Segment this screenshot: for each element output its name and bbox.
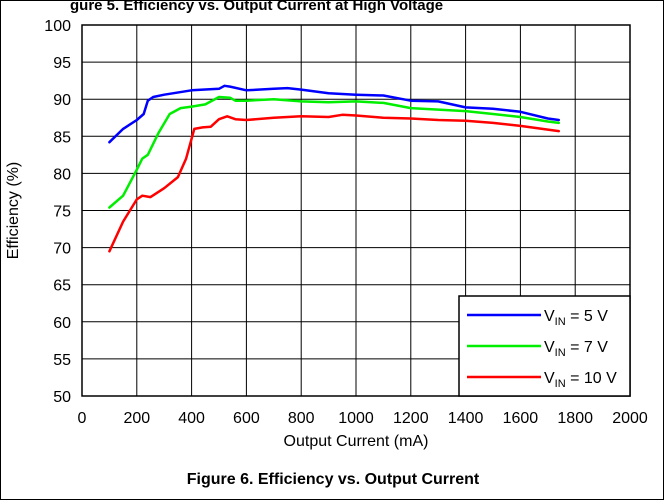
x-axis-title: Output Current (mA) [284,433,429,450]
previous-figure-caption-fragment: gure 5. Efficiency vs. Output Current at… [70,0,444,13]
series-lines [108,84,561,253]
x-tick-label: 1400 [448,410,484,427]
y-tick-label: 90 [53,92,71,109]
x-tick-label: 1600 [503,410,539,427]
y-tick-label: 80 [53,166,71,183]
y-tick-label: 95 [53,55,71,72]
x-tick-label: 2000 [612,410,648,427]
x-tick-label: 600 [233,410,260,427]
series-line [108,95,561,209]
axis-tick-labels: 0 200 400 600 800 1000 1200 1400 1600 1800 2000 50 5… [44,18,648,427]
y-tick-label: 65 [53,278,71,295]
y-tick-label: 100 [44,18,71,35]
y-tick-label: 60 [53,315,71,332]
x-tick-label: 0 [78,410,87,427]
x-tick-label: 400 [178,410,205,427]
x-tick-label: 1800 [557,410,593,427]
series-line [108,84,561,144]
y-axis-title: Efficiency (%) [5,162,22,260]
plot-area-border [81,24,631,397]
y-tick-label: 75 [53,204,71,221]
y-tick-label: 50 [53,389,71,406]
x-tick-label: 800 [288,410,315,427]
y-tick-label: 85 [53,129,71,146]
x-tick-label: 1200 [393,410,429,427]
y-tick-label: 55 [53,352,71,369]
x-tick-label: 200 [123,410,150,427]
x-tick-label: 1000 [338,410,374,427]
y-tick-label: 70 [53,241,71,258]
figure-caption: Figure 6. Efficiency vs. Output Current [186,471,480,488]
series-line [108,113,561,253]
